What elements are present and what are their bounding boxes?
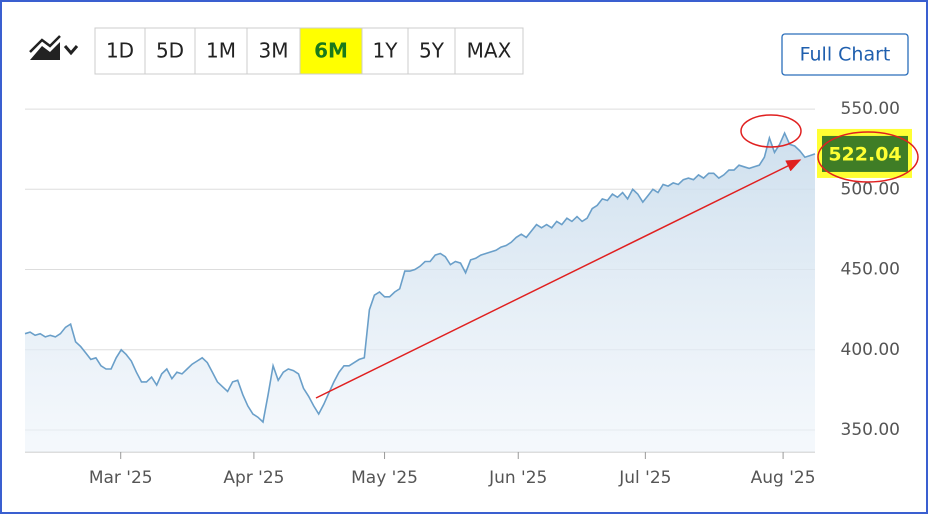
- full-chart-label: Full Chart: [800, 44, 891, 66]
- x-tick-label: May '25: [351, 468, 418, 488]
- x-tick-label: Aug '25: [751, 468, 816, 488]
- last-price-box: [822, 135, 908, 172]
- area: [25, 133, 815, 452]
- y-tick-label: 350.00: [841, 420, 900, 440]
- x-tick-label: Apr '25: [223, 468, 284, 488]
- range-label: MAX: [467, 39, 512, 63]
- range-button[interactable]: [407, 27, 456, 75]
- full-chart-button[interactable]: [781, 33, 909, 76]
- price-line: [24, 131, 816, 424]
- last-price-label: 522.04: [828, 143, 901, 165]
- range-button[interactable]: [144, 27, 196, 75]
- y-tick-label: 550.00: [841, 99, 900, 119]
- range-label: 1Y: [373, 39, 399, 63]
- y-tick-label: 400.00: [841, 340, 900, 360]
- range-label: 1D: [106, 39, 134, 63]
- y-tick-label: 500.00: [841, 179, 900, 199]
- range-button[interactable]: [246, 27, 301, 75]
- range-button[interactable]: [454, 27, 524, 75]
- range-label: 5D: [156, 39, 184, 63]
- x-tick-label: Jul '25: [618, 468, 671, 488]
- range-label: 5Y: [419, 39, 445, 63]
- annotation-arrow: [315, 159, 802, 399]
- range-label: 1M: [206, 39, 236, 63]
- y-tick-label: 450.00: [841, 260, 900, 280]
- range-label: 6M: [314, 39, 348, 63]
- range-button[interactable]: [299, 27, 363, 75]
- x-tick-label: Jun '25: [488, 468, 547, 488]
- chart-type-icon[interactable]: [29, 35, 79, 60]
- x-tick-label: Mar '25: [89, 468, 153, 488]
- range-label: 3M: [259, 39, 289, 63]
- range-button[interactable]: [94, 27, 146, 75]
- annotation-circle: [740, 114, 802, 148]
- annotation-circle: [817, 131, 919, 183]
- range-button[interactable]: [194, 27, 248, 75]
